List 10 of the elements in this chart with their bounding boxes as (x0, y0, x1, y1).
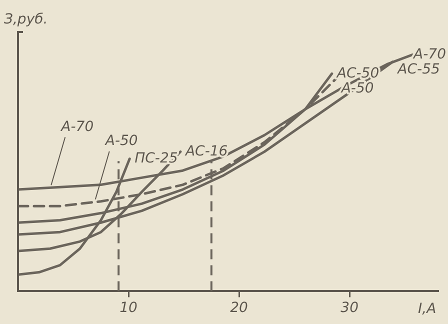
y-axis-title: З,руб. (4, 12, 48, 28)
series-label: АС-55 (396, 61, 440, 78)
x-tick-label: 30 (340, 300, 359, 316)
annotation: А-50 (104, 132, 138, 149)
annotation: А-70 (60, 118, 94, 135)
x-tick-label: 10 (120, 300, 138, 316)
x-tick-label: 20 (230, 300, 248, 316)
series-label: А-70 (412, 46, 446, 62)
x-axis-title: I,A (418, 300, 436, 317)
series-label: АС-16 (184, 143, 228, 160)
